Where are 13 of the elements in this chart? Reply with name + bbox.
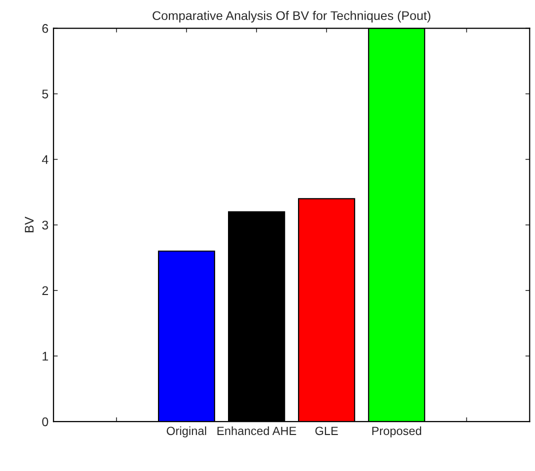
y-tick-label: 0 <box>42 417 48 426</box>
y-tick-label: 1 <box>42 352 48 361</box>
x-tick-label: Original <box>166 426 206 438</box>
y-tick-label: 5 <box>42 90 48 98</box>
y-tick-label: 6 <box>42 24 48 33</box>
y-tick-label: 3 <box>42 220 48 230</box>
y-axis-title: BV <box>24 216 34 232</box>
x-tick-label: Enhanced AHE <box>217 426 296 436</box>
y-tick-label: 4 <box>42 155 48 164</box>
y-tick-label: 2 <box>42 286 48 295</box>
x-tick-label: Proposed <box>372 426 422 438</box>
chart-title: Comparative Analysis Of BV for Techniques (Pout) <box>152 10 430 23</box>
x-tick-label: GLE <box>315 426 338 436</box>
